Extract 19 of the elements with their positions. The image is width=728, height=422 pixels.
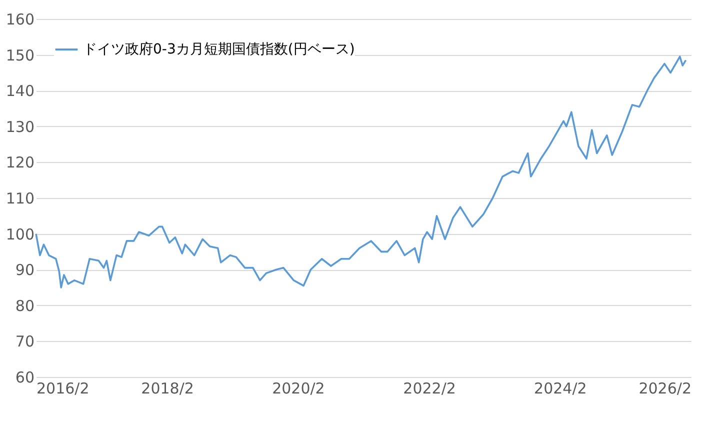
x-tick-label: 2018/2 (141, 380, 194, 398)
y-tick-label: 110 (6, 190, 34, 208)
legend-label: ドイツ政府0-3カ月短期国債指数(円ベース) (83, 42, 355, 58)
x-tick-label: 2020/2 (272, 380, 325, 398)
y-tick-label: 150 (6, 46, 34, 64)
x-tick-label: 2024/2 (534, 380, 587, 398)
y-tick-label: 120 (6, 154, 34, 172)
y-tick-label: 160 (6, 10, 34, 28)
y-tick-label: 140 (6, 82, 34, 100)
line-series (35, 56, 687, 288)
y-tick-label: 90 (15, 261, 34, 280)
x-tick-label: 2016/2 (36, 380, 90, 398)
y-tick-label: 60 (15, 368, 34, 386)
y-tick-label: 130 (6, 118, 34, 136)
x-tick-label: 2022/2 (403, 380, 456, 398)
y-tick-label: 100 (6, 225, 34, 244)
x-tick-label: 2026/2 (638, 380, 692, 398)
y-tick-label: 70 (15, 332, 34, 351)
y-tick-label: 80 (15, 296, 34, 315)
